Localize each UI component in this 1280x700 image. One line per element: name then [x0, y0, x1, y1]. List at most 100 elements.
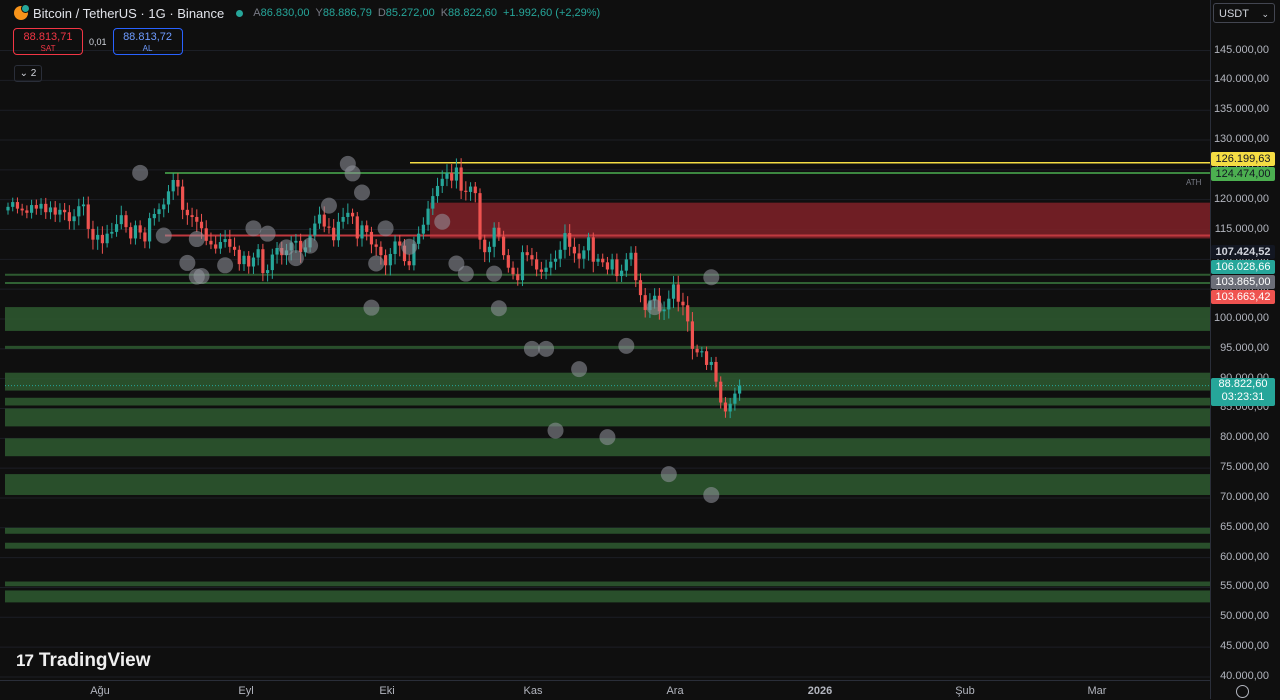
price-tick: 60.000,00: [1220, 550, 1269, 563]
candle-body: [468, 186, 473, 192]
ohlc-open: A86.830,00: [253, 7, 310, 19]
candle-body: [369, 231, 374, 245]
ohlc-close: K88.822,60: [440, 7, 497, 19]
buy-button[interactable]: 88.813,72 AL: [112, 28, 183, 55]
price-tick: 70.000,00: [1220, 490, 1269, 503]
candle-body: [143, 232, 147, 242]
candle-body: [426, 208, 430, 225]
candle-body: [218, 242, 222, 249]
settings-icon[interactable]: [1236, 685, 1249, 698]
candle-body: [681, 301, 685, 306]
candle-body: [181, 186, 185, 210]
sell-button[interactable]: 88.813,71 SAT: [13, 28, 83, 55]
marker-circle: [646, 299, 663, 316]
marker-circle: [703, 486, 720, 503]
bar-countdown: 03:23:31: [1221, 391, 1265, 403]
time-axis[interactable]: Ağu Eyl Eki Kas Ara 2026 Şub Mar: [0, 680, 1210, 700]
candle-body: [336, 221, 340, 241]
candle-body: [393, 241, 397, 254]
tradingview-logo[interactable]: 17 TradingView: [16, 650, 151, 672]
price-tick: 65.000,00: [1220, 520, 1269, 533]
candle-body: [67, 212, 71, 222]
candle-body: [506, 255, 510, 268]
support-zone: [5, 527, 1210, 534]
candle-body: [667, 298, 671, 310]
candle-body: [464, 190, 468, 192]
candle-body: [171, 179, 175, 192]
candle-body: [6, 206, 10, 211]
ath-label: ATH: [1186, 178, 1202, 187]
candle-body: [690, 321, 694, 349]
candle-body: [91, 228, 95, 240]
candle-body: [332, 227, 336, 241]
market-open-icon: [236, 9, 244, 17]
candle-body: [473, 186, 477, 194]
candle-body: [204, 228, 208, 241]
candle-body: [232, 246, 237, 250]
candle-body: [256, 249, 260, 258]
support-zone: [5, 542, 1210, 549]
price-chart[interactable]: [0, 0, 1210, 680]
indicators-collapse-button[interactable]: ⌄ 2: [14, 65, 42, 82]
chart-area[interactable]: [0, 0, 1210, 680]
candle-body: [77, 206, 81, 217]
support-zone: [5, 397, 1210, 406]
candle-body: [643, 295, 647, 311]
candle-body: [30, 205, 34, 213]
price-label-green: 124.474,00: [1211, 167, 1275, 181]
spread-value: 0,01: [89, 36, 107, 47]
price-tick: 120.000,00: [1213, 192, 1269, 205]
support-zone: [5, 474, 1210, 495]
marker-circle: [245, 220, 262, 237]
symbol-title[interactable]: Bitcoin / TetherUS · 1G · Binance: [33, 5, 225, 21]
candle-body: [25, 210, 29, 213]
candle-body: [700, 351, 704, 353]
marker-circle: [618, 337, 635, 354]
support-zone: [5, 590, 1210, 603]
last-price: 88.822,60: [1218, 378, 1268, 390]
buy-label: AL: [142, 44, 153, 53]
candle-body: [152, 213, 156, 219]
candle-body: [294, 240, 298, 243]
candle-body: [133, 225, 138, 239]
currency-select[interactable]: USDT ⌄: [1213, 3, 1275, 23]
candle-body: [365, 225, 369, 232]
candle-body: [105, 233, 109, 244]
marker-circle: [259, 225, 276, 242]
candle-body: [530, 255, 534, 260]
candle-body: [388, 253, 392, 266]
candle-body: [728, 403, 732, 412]
marker-circle: [344, 165, 361, 182]
candle-body: [402, 245, 407, 262]
candle-body: [577, 253, 581, 259]
price-tick: 140.000,00: [1213, 73, 1269, 86]
candle-body: [502, 236, 506, 256]
marker-circle: [302, 237, 319, 254]
candle-body: [539, 269, 543, 272]
candle-body: [511, 267, 515, 275]
candle-body: [417, 233, 421, 244]
candle-body: [374, 244, 378, 247]
candle-body: [185, 209, 189, 216]
candle-body: [516, 274, 520, 281]
sell-price: 88.813,71: [23, 31, 73, 43]
candle-body: [124, 215, 128, 228]
trade-panel: 88.813,71 SAT 0,01 88.813,72 AL: [13, 28, 183, 55]
currency-value: USDT: [1219, 8, 1249, 20]
price-axis[interactable]: 145.000,00 140.000,00 135.000,00 130.000,00…: [1210, 0, 1280, 699]
candle-body: [96, 234, 100, 240]
marker-circle: [179, 254, 196, 271]
symbol-header: Bitcoin / TetherUS · 1G · Binance A86.83…: [14, 4, 606, 22]
time-tick: Şub: [955, 685, 975, 697]
candle-body: [487, 246, 492, 253]
marker-circle: [660, 466, 677, 483]
ohlc-low: D85.272,00: [377, 7, 435, 19]
marker-circle: [571, 361, 588, 378]
chevron-down-icon: ⌄: [1261, 9, 1269, 19]
candle-body: [242, 255, 246, 265]
candle-body: [558, 249, 562, 259]
candle-body: [317, 214, 322, 224]
candle-body: [39, 203, 43, 209]
candle-body: [63, 209, 67, 213]
marker-circle: [320, 197, 337, 214]
